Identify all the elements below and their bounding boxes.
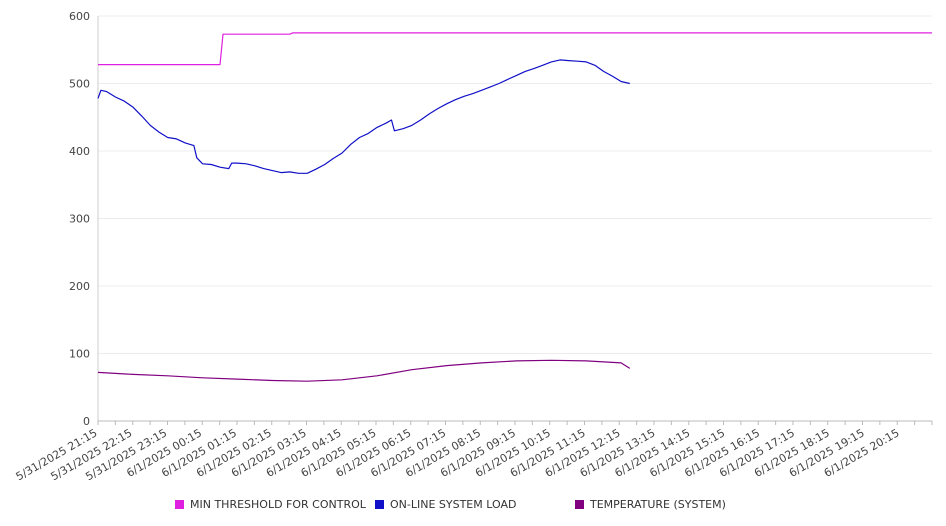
legend-label-temperature: TEMPERATURE (SYSTEM) bbox=[590, 498, 726, 511]
y-tick-label: 0 bbox=[83, 415, 90, 428]
legend-swatch-min-threshold bbox=[175, 500, 184, 509]
y-tick-label: 300 bbox=[69, 213, 90, 226]
series-line-min-threshold bbox=[98, 32, 932, 66]
legend: MIN THRESHOLD FOR CONTROL ON-LINE SYSTEM… bbox=[0, 498, 946, 518]
legend-item-system-load[interactable]: ON-LINE SYSTEM LOAD bbox=[375, 498, 516, 511]
y-tick-label: 400 bbox=[69, 145, 90, 158]
y-tick-label: 200 bbox=[69, 280, 90, 293]
series-lines bbox=[97, 32, 932, 382]
gridlines bbox=[98, 15, 932, 354]
y-tick-label: 100 bbox=[69, 348, 90, 361]
y-tick-label: 500 bbox=[69, 78, 90, 91]
x-axis-ticks: 5/31/2025 21:155/31/2025 22:155/31/2025 … bbox=[14, 421, 933, 483]
legend-swatch-system-load bbox=[375, 500, 384, 509]
series-line-temperature bbox=[97, 359, 631, 382]
legend-label-min-threshold: MIN THRESHOLD FOR CONTROL bbox=[190, 498, 366, 511]
legend-item-min-threshold[interactable]: MIN THRESHOLD FOR CONTROL bbox=[175, 498, 366, 511]
legend-item-temperature[interactable]: TEMPERATURE (SYSTEM) bbox=[575, 498, 726, 511]
y-axis-ticks: 0 100 200 300 400 500 600 bbox=[69, 10, 90, 428]
y-tick-label: 600 bbox=[69, 10, 90, 23]
series-line-system-load bbox=[97, 59, 630, 174]
legend-label-system-load: ON-LINE SYSTEM LOAD bbox=[390, 498, 517, 511]
legend-swatch-temperature bbox=[575, 500, 584, 509]
